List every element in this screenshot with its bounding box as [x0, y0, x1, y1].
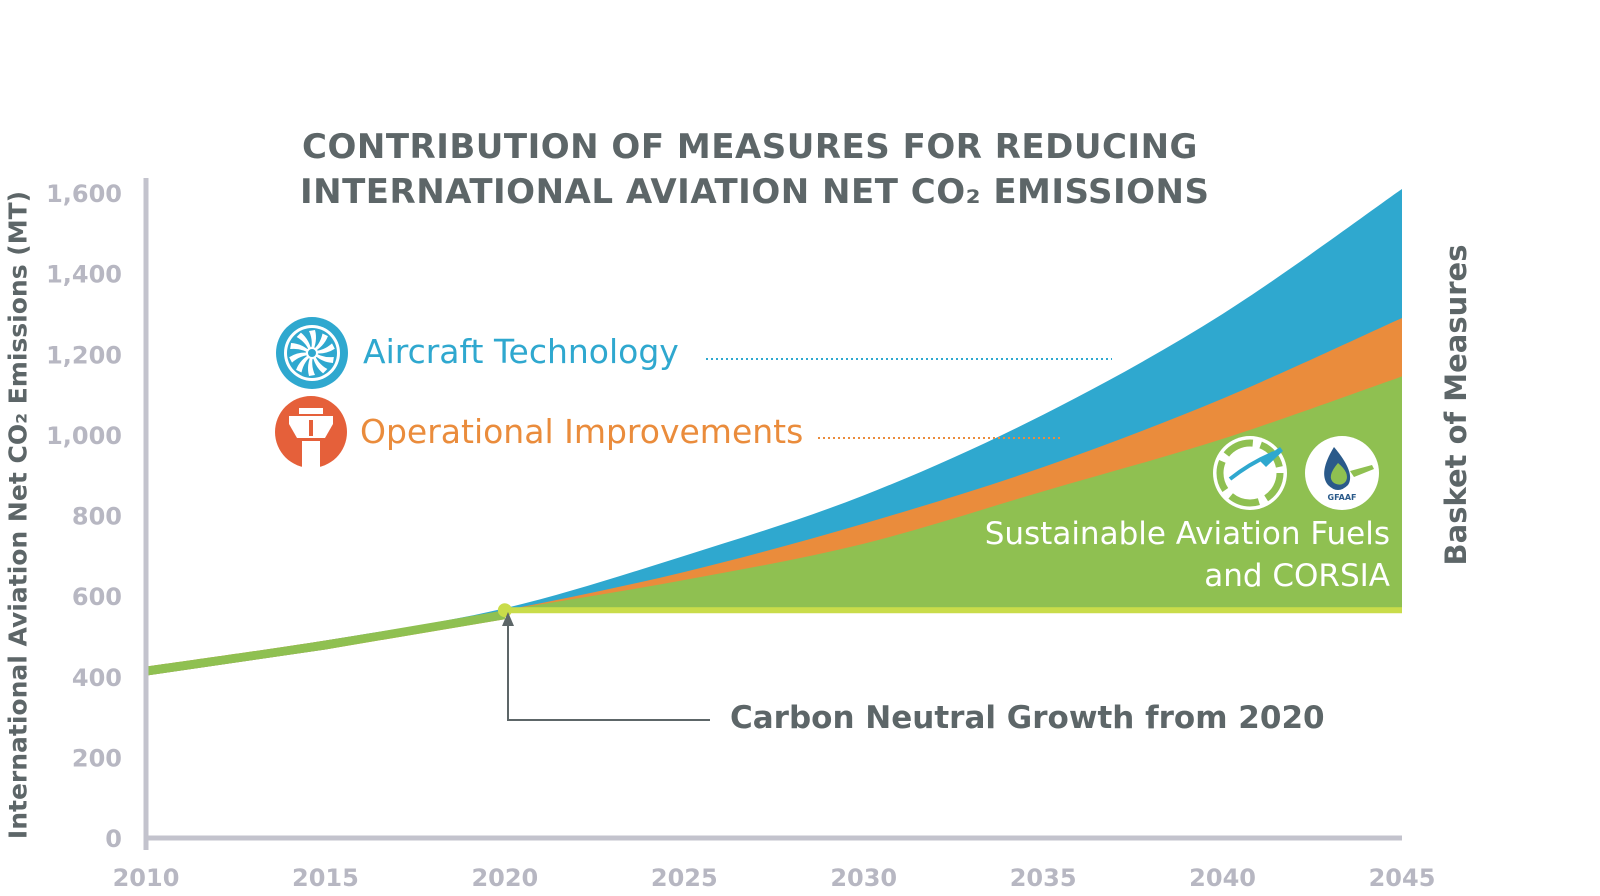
baseline-point — [497, 603, 512, 618]
x-tick-label: 2020 — [471, 864, 538, 892]
fan-icon — [276, 317, 348, 389]
basket-of-measures-label: Basket of Measures — [1439, 244, 1473, 566]
leaf-drop-icon — [1330, 463, 1347, 485]
tower-shaft — [302, 441, 320, 468]
chart-areas — [146, 188, 1402, 676]
cng-annotation-group — [502, 612, 710, 721]
cng-arrow-head — [502, 612, 514, 626]
fan-blade — [296, 353, 314, 373]
gfaaf-logo-text: GFAAF — [1328, 493, 1357, 502]
x-tick-label: 2035 — [1010, 864, 1077, 892]
x-tick-label: 2025 — [651, 864, 718, 892]
legend-leaders — [706, 358, 1112, 439]
plane-icon — [1260, 447, 1283, 467]
baseline-band — [504, 607, 1402, 614]
chart-title-line-1: CONTRIBUTION OF MEASURES FOR REDUCING — [302, 127, 1198, 167]
saf-label-line-1: Sustainable Aviation Fuels — [984, 516, 1390, 552]
chart-ticks: 2010 2015 2020 2025 2030 2035 2040 2045 0 200 400 6… — [46, 180, 1435, 892]
area-sustainable-aviation-fuels-and-corsia — [146, 376, 1402, 676]
y-tick-label: 1,600 — [46, 180, 122, 208]
gfaaf-logo-icon: GFAAF — [1305, 436, 1379, 510]
y-tick-label: 0 — [105, 825, 122, 853]
chart-title-line-2: INTERNATIONAL AVIATION NET CO₂ EMISSIONS — [300, 172, 1210, 212]
chart-axes — [143, 178, 1402, 850]
tower-icon — [275, 396, 347, 468]
legend-aircraft-technology: Aircraft Technology — [363, 332, 679, 371]
icons: GFAAF — [275, 317, 1379, 510]
annotation-carbon-neutral-growth: Carbon Neutral Growth from 2020 — [730, 700, 1325, 736]
globe-icon-ring — [1216, 439, 1284, 507]
y-tick-label: 800 — [72, 503, 122, 531]
y-tick-label: 1,200 — [46, 341, 122, 369]
legend-sustainable-fuels: Sustainable Aviation Fuels and CORSIA — [985, 513, 1390, 597]
globe-icon-bg — [1213, 436, 1287, 510]
fan-blade — [312, 351, 334, 363]
saf-label-line-2: and CORSIA — [1204, 558, 1390, 594]
y-tick-label: 400 — [72, 664, 122, 692]
cng-arrow-line — [507, 624, 710, 721]
globe-plane-icon — [1213, 436, 1287, 510]
fan-blade — [290, 343, 312, 355]
fan-blade — [310, 333, 328, 353]
x-tick-label: 2010 — [113, 864, 180, 892]
x-tick-label: 2045 — [1369, 864, 1436, 892]
x-tick-label: 2040 — [1189, 864, 1256, 892]
tower-window — [309, 420, 313, 436]
tower-top — [299, 408, 323, 414]
gfaaf-plane-icon — [1350, 465, 1374, 477]
y-tick-label: 1,000 — [46, 422, 122, 450]
x-tick-label: 2030 — [830, 864, 897, 892]
y-tick-label: 200 — [72, 744, 122, 772]
x-tick-label: 2015 — [292, 864, 359, 892]
fan-blade — [309, 330, 316, 353]
fan-blade — [308, 353, 315, 376]
y-tick-label: 1,400 — [46, 261, 122, 289]
fan-blade — [312, 351, 328, 374]
y-tick-label: 600 — [72, 583, 122, 611]
fan-blade — [296, 332, 312, 355]
y-axis-label: International Aviation Net CO₂ Emissions… — [3, 190, 33, 840]
legend-operational-improvements: Operational Improvements — [360, 412, 804, 451]
fan-hub — [306, 347, 318, 359]
